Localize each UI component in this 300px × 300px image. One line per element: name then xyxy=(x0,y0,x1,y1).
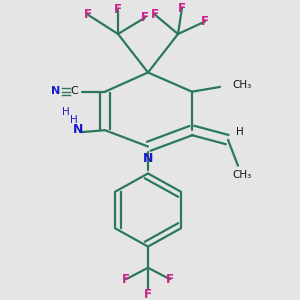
Text: N: N xyxy=(73,123,83,136)
Text: H: H xyxy=(236,127,244,137)
Text: F: F xyxy=(144,288,152,300)
Text: F: F xyxy=(166,273,174,286)
Text: F: F xyxy=(151,8,159,21)
Text: N: N xyxy=(51,86,61,96)
Text: H: H xyxy=(62,107,70,117)
Text: H: H xyxy=(70,115,78,124)
Text: F: F xyxy=(84,8,92,21)
Text: CH₃: CH₃ xyxy=(232,80,251,90)
Text: F: F xyxy=(201,15,209,28)
Text: F: F xyxy=(114,4,122,16)
Text: C: C xyxy=(70,86,78,96)
Text: F: F xyxy=(122,273,130,286)
Text: F: F xyxy=(178,2,186,14)
Text: F: F xyxy=(141,11,149,24)
Text: CH₃: CH₃ xyxy=(232,170,252,180)
Text: N: N xyxy=(143,152,153,165)
